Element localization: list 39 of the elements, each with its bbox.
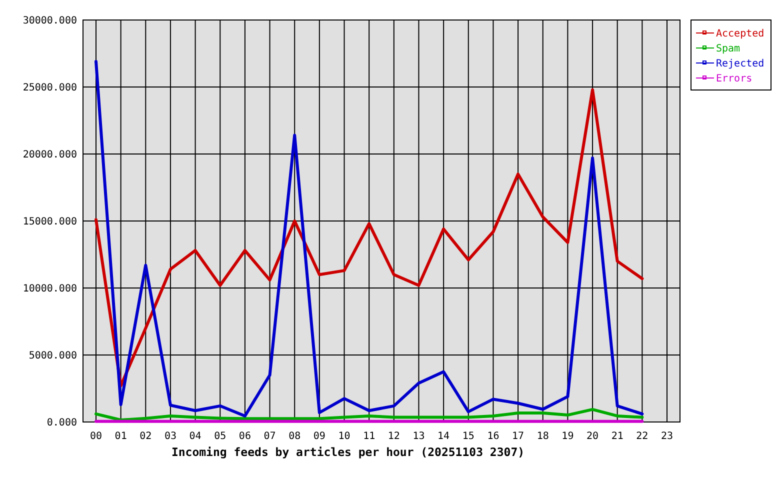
x-tick-label: 18 — [536, 431, 549, 442]
x-tick-label: 21 — [611, 431, 624, 442]
y-tick-label: 25000.000 — [22, 82, 77, 94]
x-tick-label: 07 — [264, 431, 276, 442]
x-tick-label: 11 — [363, 431, 376, 442]
y-tick-label: 30000.000 — [22, 16, 77, 26]
line-series — [94, 88, 644, 388]
y-tick-label: 10000.000 — [22, 284, 77, 294]
x-tick-label: 22 — [636, 431, 648, 442]
y-tick-label: 20000.000 — [22, 150, 77, 160]
legend-label: Errors — [716, 74, 752, 84]
x-tick-label: 09 — [313, 431, 326, 442]
x-tick-label: 04 — [189, 431, 202, 442]
x-tick-label: 14 — [438, 431, 450, 442]
x-tick-label: 01 — [114, 431, 127, 442]
x-tick-label: 15 — [462, 431, 474, 442]
x-tick-label: 20 — [586, 431, 599, 442]
y-tick-label: 5000.000 — [28, 350, 77, 362]
legend-label: Spam — [716, 44, 740, 54]
x-tick-label: 06 — [238, 431, 251, 442]
legend-label: Accepted — [716, 28, 764, 40]
x-axis-title: Incoming feeds by articles per hour (20251103 2307) — [171, 445, 525, 459]
y-tick-label: 15000.000 — [22, 216, 77, 228]
x-tick-label: 17 — [512, 431, 524, 442]
x-tick-label: 00 — [90, 431, 102, 442]
legend-label: Rejected — [716, 58, 764, 70]
y-tick-label: 0.000 — [46, 418, 77, 428]
x-tick-label: 03 — [164, 431, 176, 442]
line-series — [94, 408, 644, 422]
x-tick-label: 13 — [412, 431, 425, 442]
x-tick-label: 16 — [487, 431, 500, 442]
x-tick-label: 23 — [660, 431, 674, 442]
x-tick-label: 02 — [140, 431, 152, 442]
x-tick-label: 19 — [562, 431, 574, 442]
x-tick-label: 05 — [214, 431, 226, 442]
line-series — [94, 60, 644, 418]
x-tick-label: 10 — [338, 431, 350, 442]
x-tick-label: 12 — [388, 431, 400, 442]
x-tick-label: 08 — [288, 431, 301, 442]
